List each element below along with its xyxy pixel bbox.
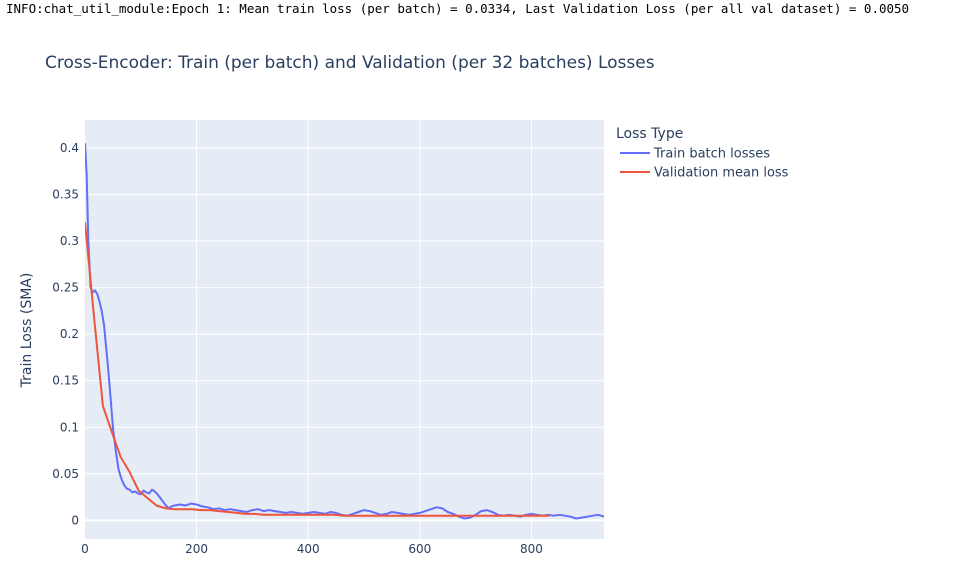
- y-tick-label: 0.05: [52, 467, 79, 481]
- legend-item[interactable]: Train batch losses: [620, 147, 770, 162]
- legend-item[interactable]: Validation mean loss: [620, 166, 789, 181]
- legend-label: Train batch losses: [653, 147, 770, 162]
- series-layer: [85, 143, 604, 520]
- y-tick-label: 0.35: [52, 187, 79, 201]
- y-tick-label: 0: [71, 513, 79, 527]
- axis-ticks: 0 200 400 600 800 0 0.05 0.1 0.15 0.2 0.25 0.3 0.35 0…: [52, 141, 543, 556]
- legend[interactable]: Loss Type Train batch losses Validation m…: [616, 126, 789, 181]
- x-tick-label: 200: [185, 542, 208, 556]
- x-tick-label: 0: [81, 542, 89, 556]
- y-tick-label: 0.4: [60, 141, 79, 155]
- x-tick-label: 800: [520, 542, 543, 556]
- y-tick-label: 0.3: [60, 234, 79, 248]
- y-tick-label: 0.25: [52, 281, 79, 295]
- validation-loss-line: [85, 222, 550, 517]
- y-tick-label: 0.15: [52, 374, 79, 388]
- legend-label: Validation mean loss: [654, 166, 789, 181]
- plot-area: [85, 120, 604, 539]
- y-tick-label: 0.2: [60, 327, 79, 341]
- grid-lines: [85, 120, 604, 539]
- x-tick-label: 400: [297, 542, 320, 556]
- log-output-line: INFO:chat_util_module:Epoch 1: Mean trai…: [6, 1, 910, 16]
- chart-title: Cross-Encoder: Train (per batch) and Val…: [45, 53, 655, 73]
- x-tick-label: 600: [408, 542, 431, 556]
- legend-title: Loss Type: [616, 126, 683, 142]
- y-tick-label: 0.1: [60, 420, 79, 434]
- y-axis-title: Train Loss (SMA): [19, 273, 35, 389]
